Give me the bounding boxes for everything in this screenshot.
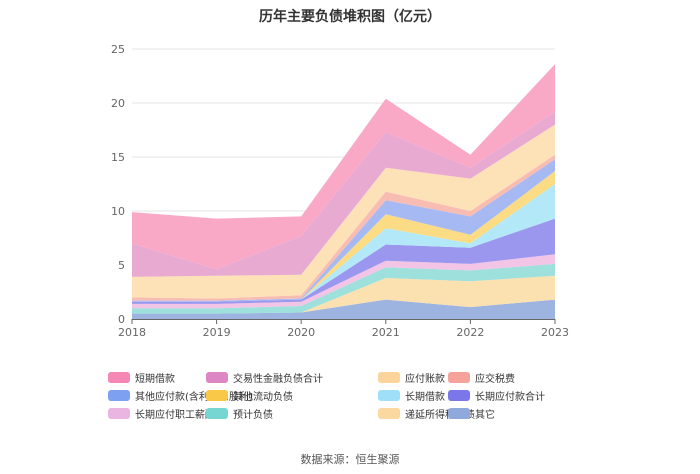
- legend-label: 长期应付款合计: [475, 391, 545, 403]
- legend-swatch: [108, 389, 130, 401]
- legend-swatch: [378, 371, 400, 383]
- legend-item[interactable]: 其他应付款(含利息和股利): [108, 388, 253, 403]
- y-tick-label: 5: [118, 259, 125, 272]
- legend-label: 短期借款: [135, 373, 175, 385]
- legend-label: 其他应付款(含利息和股利): [135, 391, 253, 403]
- legend-label: 交易性金融负债合计: [233, 373, 323, 385]
- area-11: [132, 64, 555, 270]
- legend-item[interactable]: 长期应付款合计: [448, 388, 545, 403]
- legend-swatch: [448, 371, 470, 383]
- legend-label: 长期应付职工薪酬: [135, 409, 215, 421]
- data-source: 数据来源：恒生聚源: [300, 453, 400, 466]
- chart-title: 历年主要负债堆积图（亿元）: [259, 9, 441, 25]
- legend-item[interactable]: 其他流动负债: [206, 388, 293, 403]
- legend-swatch: [108, 407, 130, 419]
- y-tick-label: 25: [111, 43, 125, 56]
- legend-swatch: [108, 371, 130, 383]
- x-tick-label: 2020: [287, 326, 315, 339]
- legend-label: 应付账款: [405, 373, 445, 385]
- area-2: [132, 263, 555, 314]
- legend-swatch: [448, 407, 470, 419]
- area-1: [132, 275, 555, 314]
- axes: 0 5 10 15 20 25 2018 2019 2020 2021 2022 2023: [111, 43, 569, 339]
- area-9: [132, 124, 555, 299]
- x-tick-label: 2018: [118, 326, 146, 339]
- area-0: [132, 299, 555, 319]
- y-tick-label: 0: [118, 313, 125, 326]
- y-tick-label: 15: [111, 151, 125, 164]
- legend-item[interactable]: 递延所得税负债: [378, 406, 475, 421]
- legend-item[interactable]: 短期借款: [108, 370, 175, 385]
- x-tick-label: 2022: [456, 326, 484, 339]
- y-tick-label: 10: [111, 205, 125, 218]
- area-10: [132, 111, 555, 277]
- area-4: [132, 218, 555, 304]
- legend-swatch: [206, 407, 228, 419]
- legend-swatch: [206, 371, 228, 383]
- legend-swatch: [378, 407, 400, 419]
- legend-item[interactable]: 交易性金融负债合计: [206, 370, 323, 385]
- legend-label: 长期借款: [405, 391, 445, 403]
- x-tick-label: 2021: [372, 326, 400, 339]
- legend-item[interactable]: 长期借款: [378, 388, 445, 403]
- legend-label: 其它: [475, 409, 495, 421]
- legend-swatch: [206, 389, 228, 401]
- y-tick-label: 20: [111, 97, 125, 110]
- legend-item[interactable]: 预计负债: [206, 406, 273, 421]
- legend-item[interactable]: 应付账款: [378, 370, 445, 385]
- area-series: [132, 64, 555, 319]
- stacked-area-chart: 0 5 10 15 20 25 2018 2019 2020 2021 2022 2023: [111, 43, 569, 339]
- legend-item[interactable]: 长期应付职工薪酬: [108, 406, 215, 421]
- legend-label: 递延所得税负债: [405, 409, 475, 421]
- legend-item[interactable]: 应交税费: [448, 370, 515, 385]
- legend-swatch: [378, 389, 400, 401]
- x-tick-label: 2023: [541, 326, 569, 339]
- legend-item[interactable]: 其它: [448, 406, 495, 421]
- area-7: [132, 159, 555, 302]
- legend-swatch: [448, 389, 470, 401]
- legend-label: 应交税费: [475, 373, 515, 385]
- area-6: [132, 171, 555, 302]
- legend-label: 其他流动负债: [233, 391, 293, 403]
- x-tick-label: 2019: [203, 326, 231, 339]
- legend-label: 预计负债: [233, 409, 273, 421]
